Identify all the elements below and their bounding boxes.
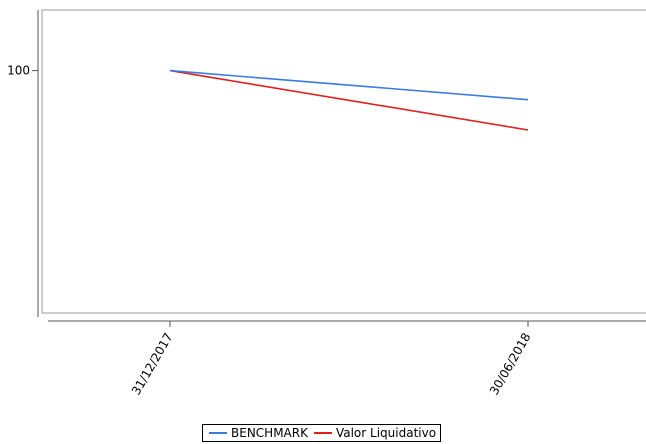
legend-label: BENCHMARK [231,426,308,440]
plot-frame [41,9,646,314]
legend-item: Valor Liquidativo [313,426,437,440]
x-axis: 31/12/2017 30/06/2018 [48,320,646,398]
legend-swatch [209,432,227,434]
x-tick-label: 31/12/2017 [129,331,176,398]
series-line-valor-liquidativo [169,69,529,131]
series-layer [169,69,529,131]
legend-swatch [313,432,332,434]
x-tick-label: 30/06/2018 [487,331,534,398]
legend-item: BENCHMARK [209,426,308,440]
line-chart: 100 31/12/2017 30/06/2018 [7,9,646,398]
y-tick-label: 100 [7,64,30,78]
legend: BENCHMARK Valor Liquidativo [202,424,442,442]
series-line-benchmark [169,69,529,101]
legend-label: Valor Liquidativo [335,426,437,440]
y-axis: 100 [7,10,39,317]
